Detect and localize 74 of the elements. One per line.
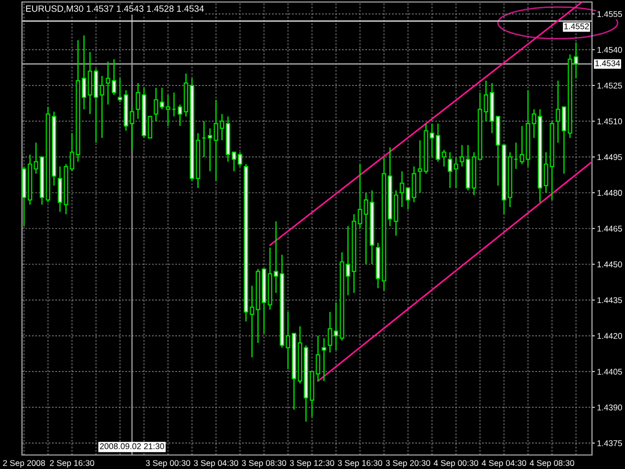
candlestick: [112, 58, 116, 96]
x-tick-label: 3 Sep 12:30: [290, 460, 334, 468]
candlestick: [364, 192, 368, 265]
candlestick: [358, 164, 362, 230]
candlestick: [406, 187, 410, 210]
candlestick: [58, 166, 62, 212]
candlestick: [136, 82, 140, 120]
candlestick: [532, 108, 536, 139]
candlestick: [316, 335, 320, 382]
y-tick-label: 1.4375: [597, 440, 622, 446]
candlestick: [346, 225, 350, 296]
candlestick: [118, 78, 122, 103]
candlestick: [148, 116, 152, 138]
y-tick-label: 1.4450: [597, 261, 622, 268]
candlestick: [556, 80, 560, 144]
candlestick: [544, 152, 548, 194]
candlestick: [154, 87, 158, 122]
candlestick: [574, 42, 578, 79]
candlestick: [70, 132, 74, 172]
y-tick-label: 1.4525: [597, 82, 622, 89]
candlestick: [82, 34, 86, 110]
y-tick-label: 1.4510: [597, 118, 622, 124]
x-tick-label: 2 Sep 2008: [3, 460, 45, 468]
candlestick: [160, 87, 164, 110]
x-tick-label: 3 Sep 04:30: [194, 460, 238, 468]
candlestick: [418, 140, 422, 194]
candlestick: [208, 128, 212, 172]
candlestick: [460, 144, 464, 168]
candlestick: [250, 285, 254, 358]
candlestick: [220, 113, 224, 141]
candlestick: [238, 152, 242, 168]
ref-line-label: 2008.09.02 21:30: [100, 443, 164, 450]
candlestick: [430, 122, 434, 158]
candlestick: [520, 125, 524, 165]
candlestick: [214, 99, 218, 182]
y-tick-label: 1.4540: [597, 46, 622, 53]
y-tick-label: 1.4480: [597, 190, 622, 196]
candlestick: [88, 51, 92, 115]
candlestick: [322, 338, 326, 382]
ref-line-label: 1.4534: [595, 60, 620, 66]
ref-line-label: 1.4552: [564, 23, 589, 30]
candlestick: [562, 106, 566, 174]
y-tick-label: 1.4390: [597, 404, 622, 410]
candlestick: [328, 311, 332, 354]
candlestick: [442, 149, 446, 168]
x-tick-label: 4 Sep 00:30: [434, 460, 478, 468]
candlestick: [100, 75, 104, 139]
y-tick-label: 1.4435: [597, 297, 622, 304]
candlestick: [130, 106, 134, 150]
y-tick-label: 1.4420: [597, 332, 622, 339]
chart-title: EURUSD,M30 1.4537 1.4543 1.4528 1.4534: [26, 5, 204, 13]
x-tick-label: 3 Sep 16:30: [338, 460, 382, 468]
candlestick: [106, 60, 110, 106]
candlestick: [400, 170, 404, 208]
y-tick-label: 1.4405: [597, 368, 622, 375]
y-tick-label: 1.4465: [597, 226, 622, 232]
x-tick-label: 3 Sep 00:30: [146, 460, 190, 468]
candlestick: [412, 166, 416, 203]
x-tick-label: 3 Sep 20:30: [386, 460, 430, 468]
candlestick: [178, 104, 182, 127]
candlestick: [166, 94, 170, 127]
x-tick-label: 2 Sep 16:30: [50, 460, 94, 468]
y-tick-label: 1.4555: [597, 11, 622, 18]
x-tick-label: 4 Sep 04:30: [482, 460, 526, 468]
candlestick: [448, 152, 452, 189]
candlestick: [232, 152, 236, 172]
candlestick: [436, 122, 440, 162]
candlestick: [334, 302, 338, 351]
candlestick: [34, 142, 38, 174]
y-tick-label: 1.4495: [597, 154, 622, 160]
candlestick: [286, 311, 290, 370]
x-tick-label: 3 Sep 08:30: [242, 460, 286, 468]
x-tick-label: 4 Sep 08:30: [530, 460, 574, 468]
candlestick: [454, 156, 458, 189]
